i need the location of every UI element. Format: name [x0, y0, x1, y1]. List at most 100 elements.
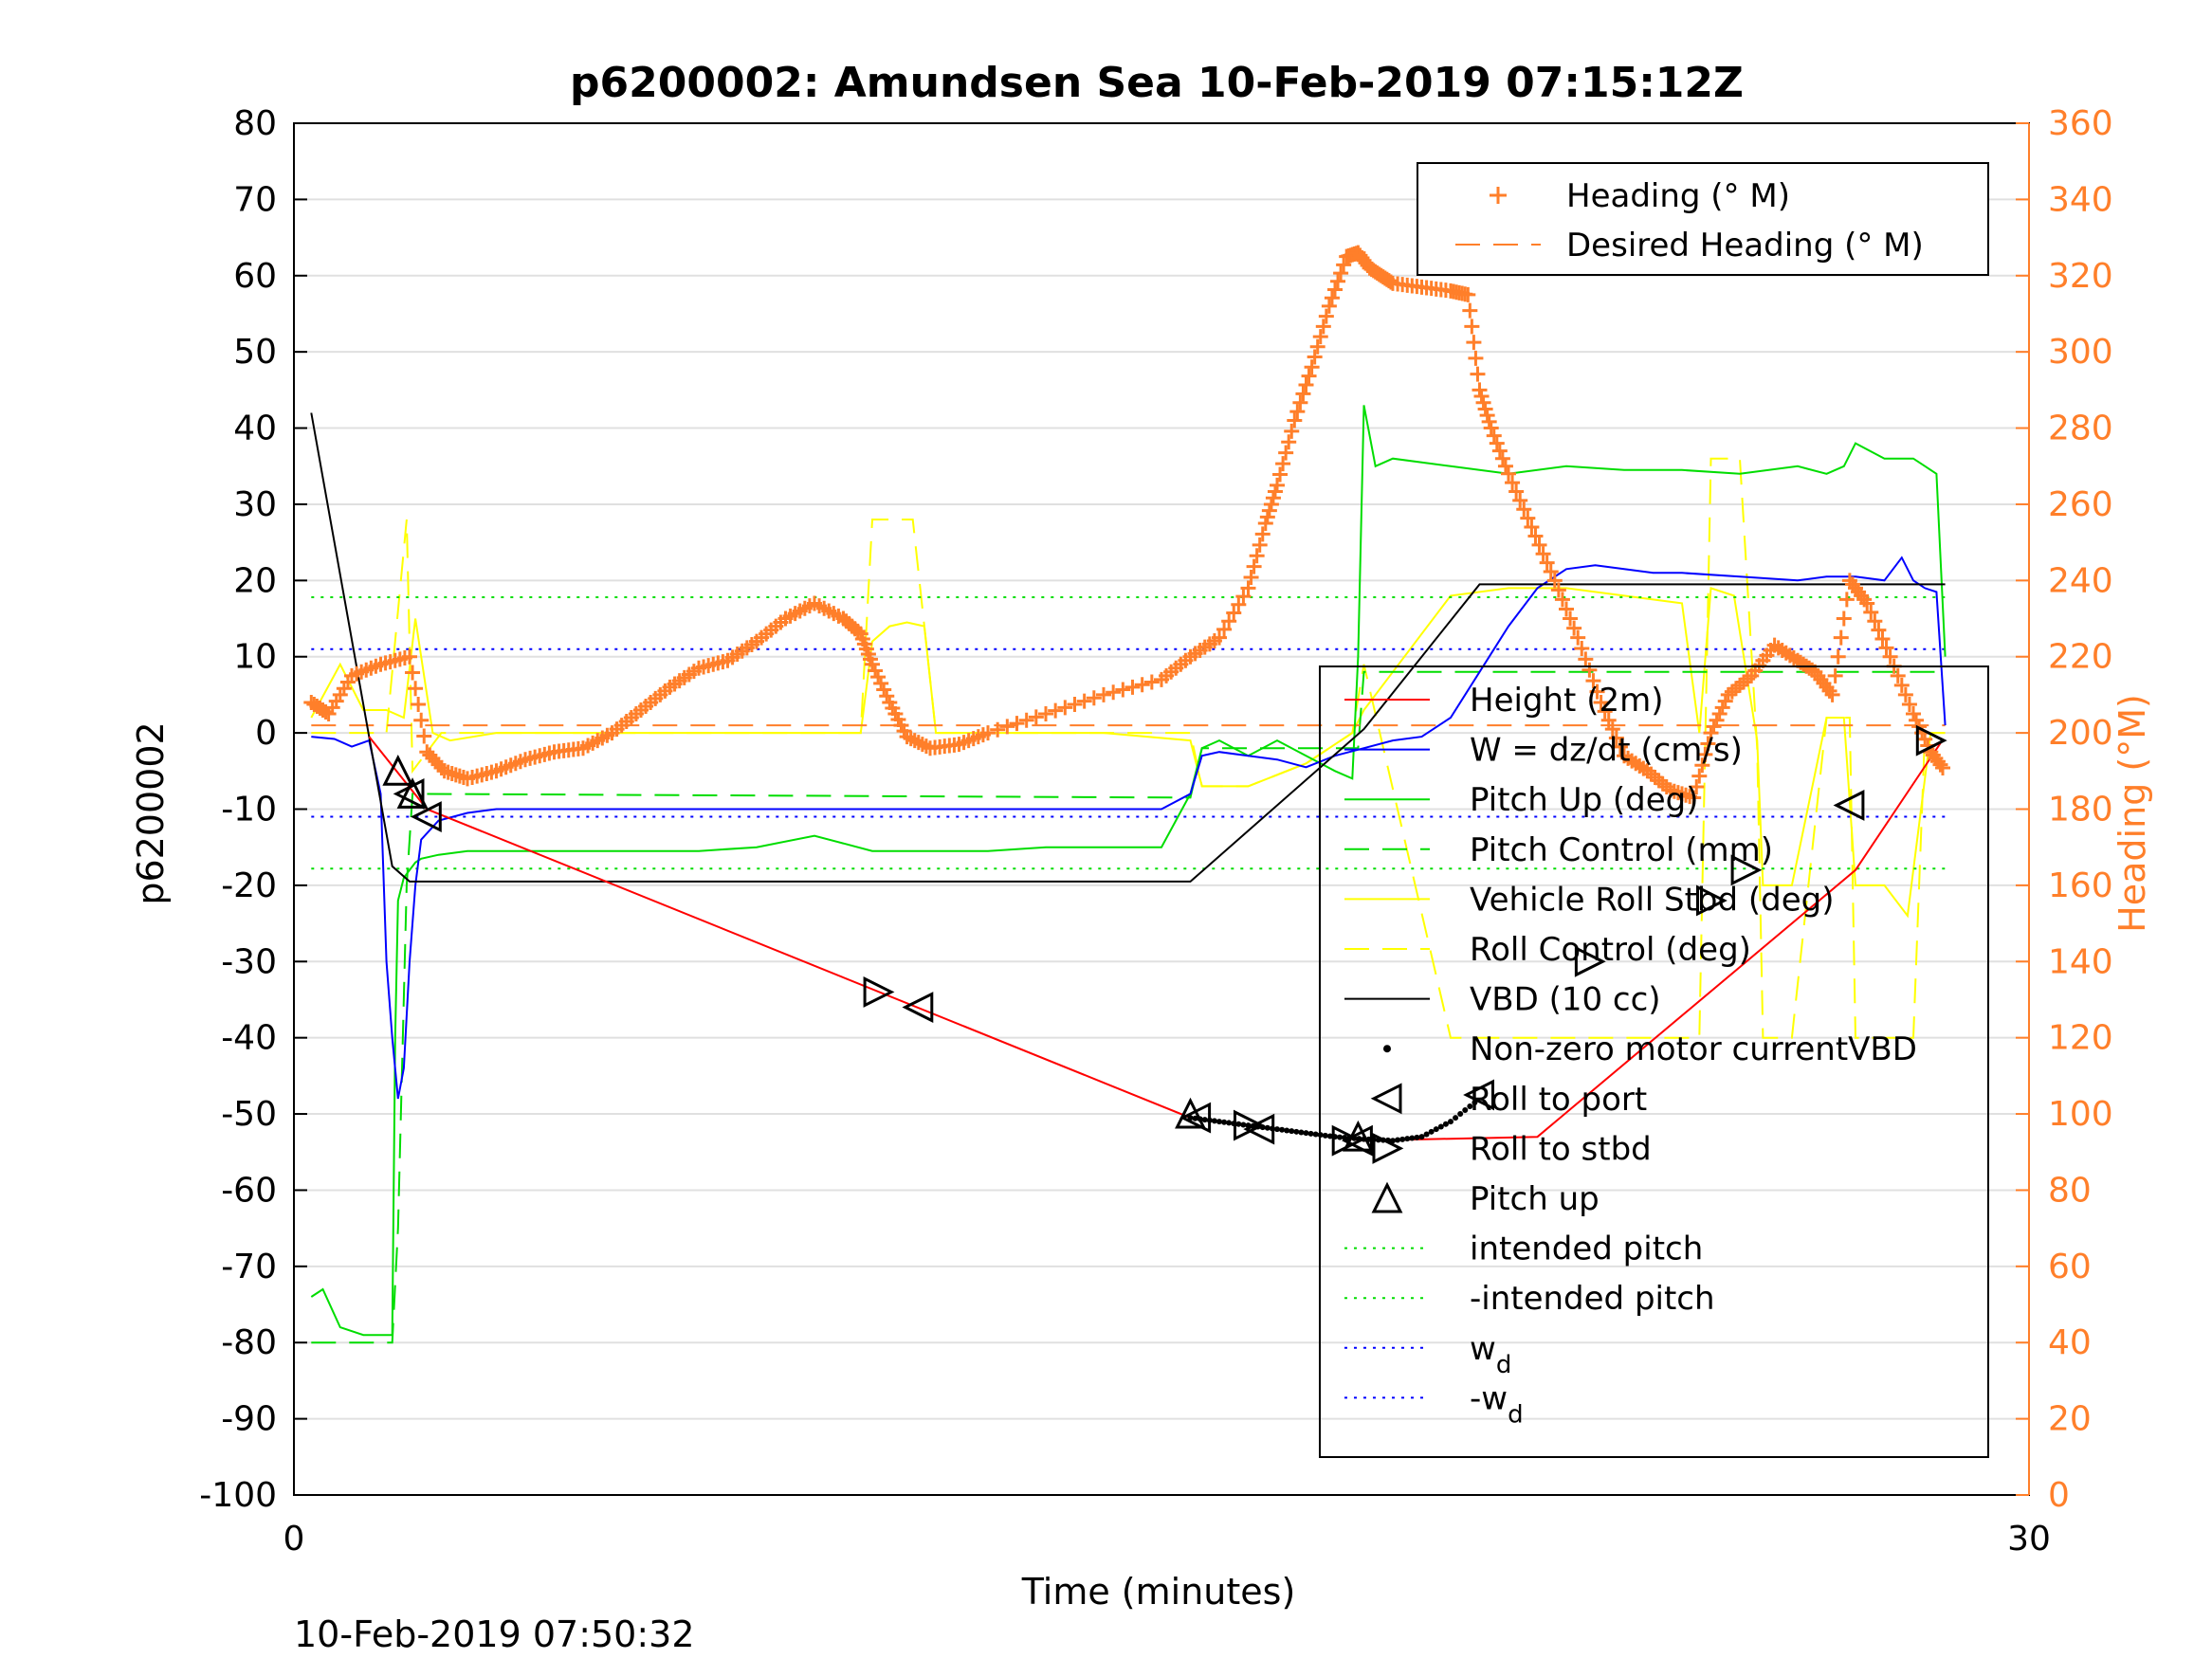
motor-current-point [1337, 1134, 1344, 1140]
motor-current-point [1467, 1103, 1473, 1110]
heading-point [1067, 696, 1083, 712]
y2-tick-label: 80 [2048, 1171, 2092, 1210]
heading-point [1321, 298, 1337, 314]
legend-label: Non-zero motor currentVBD [1470, 1030, 1917, 1068]
heading-point [1028, 709, 1044, 725]
y-tick-label: 80 [233, 104, 277, 143]
roll-to-stbd-marker [1696, 884, 1728, 917]
heading-point [1689, 779, 1705, 795]
motor-current-point [1462, 1107, 1469, 1114]
legend-swatch [1372, 1132, 1404, 1164]
heading-point [1593, 694, 1609, 710]
heading-point [1494, 450, 1510, 466]
heading-point [1221, 613, 1237, 629]
heading-point [1597, 703, 1613, 720]
heading-point [1336, 257, 1352, 273]
y2-tick-label: 280 [2048, 410, 2113, 448]
heading-point [1497, 458, 1513, 474]
heading-point [1491, 443, 1508, 459]
motor-current-point [1312, 1131, 1319, 1138]
heading-point [1249, 548, 1265, 564]
motor-current-point [1279, 1126, 1286, 1133]
heading-point [1057, 700, 1073, 716]
heading-point [1235, 589, 1252, 605]
y2-tick-label: 360 [2048, 104, 2113, 143]
heading-point [1824, 686, 1840, 702]
y-tick-label: 20 [233, 561, 277, 600]
heading-point [1096, 686, 1111, 702]
motor-current-point [1448, 1119, 1453, 1125]
heading-point [1486, 428, 1502, 444]
roll-to-port-marker [1463, 1079, 1494, 1111]
heading-point [1216, 621, 1233, 637]
heading-point [1871, 622, 1887, 638]
heading-point [1874, 630, 1891, 647]
heading-point [1546, 573, 1563, 589]
heading-point [1254, 526, 1271, 542]
y2-tick-label: 100 [2048, 1095, 2113, 1134]
series-pitch-up-deg [310, 405, 1947, 1337]
y2-tick-label: 320 [2048, 257, 2113, 296]
heading-point [1284, 423, 1300, 439]
heading-point [1527, 528, 1544, 544]
y-tick-label: -40 [221, 1019, 277, 1058]
y-tick-label: -10 [221, 791, 277, 830]
heading-point [990, 721, 1006, 738]
heading-point [1535, 546, 1551, 562]
heading-point [1106, 684, 1122, 701]
heading-point [1901, 696, 1917, 712]
heading-point [1893, 677, 1910, 693]
motor-current-point [1326, 1133, 1333, 1139]
y2-tick-label: 0 [2048, 1476, 2070, 1515]
motor-current-point [1457, 1111, 1464, 1118]
y-tick-label: -30 [221, 942, 277, 981]
heading-point [1287, 412, 1303, 428]
heading-point [1086, 690, 1102, 706]
motor-current-point [1423, 1131, 1430, 1138]
plot-area [303, 245, 1951, 1344]
motor-current-point [1240, 1121, 1247, 1128]
heading-point [1516, 501, 1532, 518]
heading-point [1240, 580, 1256, 596]
series-vbd-10-cc [310, 412, 1946, 883]
series-roll-control-deg [311, 457, 1946, 1039]
event-markers [382, 724, 1947, 1157]
heading-point [1539, 555, 1555, 571]
motor-current-point [1433, 1126, 1439, 1133]
y-axis-label: p6200002 [130, 721, 172, 904]
heading-point [1289, 404, 1306, 420]
motor-current-point [1409, 1135, 1416, 1141]
y2-tick-label: 40 [2048, 1323, 2092, 1362]
heading-point [1470, 366, 1486, 382]
y2-axis-label: Heading (°M) [2111, 694, 2153, 933]
right-axis-ticks: 3603403203002802602402202001801601401201… [2016, 104, 2113, 1515]
y2-tick-label: 140 [2048, 942, 2113, 981]
legend-swatch [1490, 187, 1507, 204]
roll-to-stbd-marker [1234, 1109, 1265, 1141]
heading-point [1018, 712, 1034, 728]
heading-point [1304, 359, 1320, 375]
heading-point [1464, 319, 1480, 335]
heading-point [1460, 286, 1476, 302]
motor-current-point [1303, 1130, 1309, 1137]
y2-tick-label: 260 [2048, 485, 2113, 524]
heading-point [1468, 350, 1484, 366]
legend-label: Pitch Up (deg) [1470, 781, 1698, 819]
heading-point [1246, 558, 1262, 574]
heading-point [1604, 721, 1620, 738]
heading-point [1134, 677, 1150, 693]
heading-point [1890, 667, 1906, 684]
heading-point [1489, 435, 1505, 451]
motor-current-point [1289, 1128, 1295, 1135]
y-tick-label: -100 [199, 1476, 277, 1515]
heading-point [1863, 604, 1879, 620]
roll-to-stbd-marker [1915, 724, 1947, 757]
roll-to-stbd-marker [863, 976, 895, 1008]
motor-current-point [1284, 1127, 1290, 1134]
heading-point [1859, 595, 1875, 611]
series-pitch-control-mm [311, 670, 1946, 1344]
roll-to-port-marker [1342, 1124, 1373, 1157]
motor-current-point [1235, 1121, 1242, 1127]
left-axis-ticks: 80 70 60 50 40 30 20 10 0 -10 -20 -30 -40 -50 -60 -70 -8… [199, 104, 307, 1515]
